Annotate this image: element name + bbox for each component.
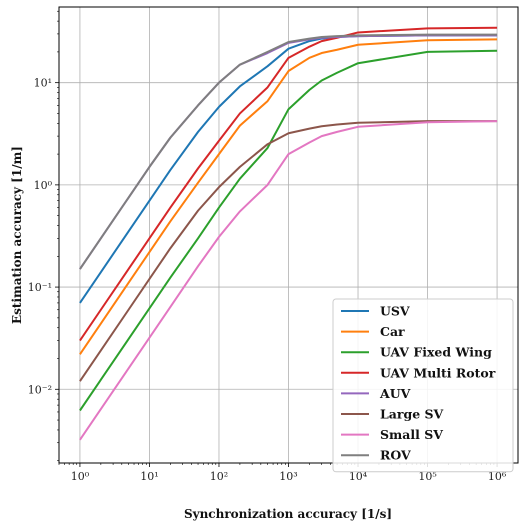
- y-axis-label: Estimation accuracy [1/m]: [10, 146, 24, 324]
- legend-label: AUV: [379, 386, 411, 401]
- legend-label: USV: [380, 304, 410, 319]
- tick-layer: 10⁰ 10¹ 10² 10³ 10⁴ 10⁵ 10⁶ 10⁻² 10⁻¹ 10⁰ 10¹: [28, 10, 507, 483]
- x-tick-label: 10¹: [140, 470, 158, 483]
- legend-label: UAV Multi Rotor: [380, 365, 496, 380]
- legend-label: ROV: [380, 448, 411, 463]
- legend-label: UAV Fixed Wing: [380, 345, 492, 360]
- y-tick-label: 10⁰: [34, 179, 53, 192]
- x-tick-label: 10⁰: [71, 470, 90, 483]
- x-tick-label: 10⁶: [488, 470, 507, 483]
- series-line-large-sv: [79, 120, 498, 382]
- x-tick-label: 10⁵: [418, 470, 436, 483]
- series-line-car: [79, 38, 498, 355]
- series-layer: [79, 26, 498, 441]
- series-line-small-sv: [79, 120, 498, 441]
- x-tick-label: 10³: [279, 470, 297, 483]
- legend-label: Car: [380, 324, 405, 339]
- x-tick-label: 10⁴: [349, 470, 368, 483]
- legend-box: [332, 298, 514, 473]
- series-line-rov: [79, 33, 498, 270]
- x-tick-label: 10²: [210, 470, 228, 483]
- legend-label: Large SV: [380, 407, 444, 422]
- y-tick-label: 10⁻¹: [28, 281, 52, 294]
- x-axis-label: Synchronization accuracy [1/s]: [184, 507, 392, 521]
- series-line-uav-fixed-wing: [79, 49, 498, 412]
- legend: USV Car UAV Fixed Wing UAV Multi Rotor AUV La…: [332, 298, 514, 473]
- y-tick-label: 10⁻²: [28, 383, 52, 396]
- y-tick-label: 10¹: [34, 77, 52, 90]
- legend-label: Small SV: [380, 427, 443, 442]
